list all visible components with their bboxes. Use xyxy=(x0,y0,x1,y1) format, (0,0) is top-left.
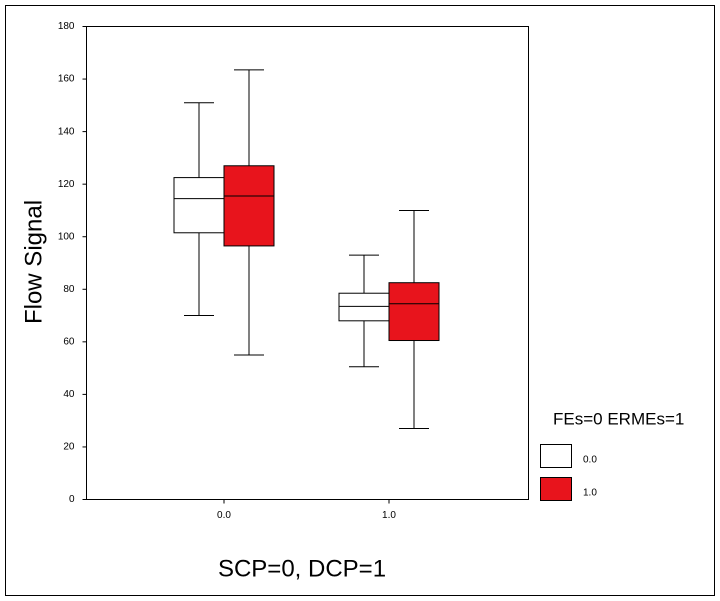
x-axis-label: SCP=0, DCP=1 xyxy=(218,555,386,582)
box xyxy=(338,292,390,322)
y-tick-label: 40 xyxy=(63,389,75,400)
y-tick-label: 100 xyxy=(58,231,75,242)
legend-swatch xyxy=(540,444,572,468)
y-tick-label: 160 xyxy=(58,74,75,85)
y-tick-label: 140 xyxy=(58,126,75,137)
x-tick-label: 0.0 xyxy=(217,510,231,521)
legend-swatch xyxy=(540,477,572,501)
plot-area xyxy=(86,26,529,500)
box xyxy=(388,282,440,342)
legend-title: FEs=0 ERMEs=1 xyxy=(553,409,684,428)
box xyxy=(223,165,275,247)
y-tick-label: 120 xyxy=(58,179,75,190)
legend-label: 1.0 xyxy=(583,488,597,499)
x-tick-label: 1.0 xyxy=(382,510,396,521)
y-axis-label: Flow Signal xyxy=(20,200,47,324)
box xyxy=(173,177,225,234)
y-tick-label: 0 xyxy=(69,494,75,505)
y-tick-label: 20 xyxy=(63,442,75,453)
legend-label: 0.0 xyxy=(583,455,597,466)
y-tick-label: 80 xyxy=(63,284,75,295)
y-tick-label: 180 xyxy=(58,21,75,32)
y-tick-label: 60 xyxy=(63,336,75,347)
